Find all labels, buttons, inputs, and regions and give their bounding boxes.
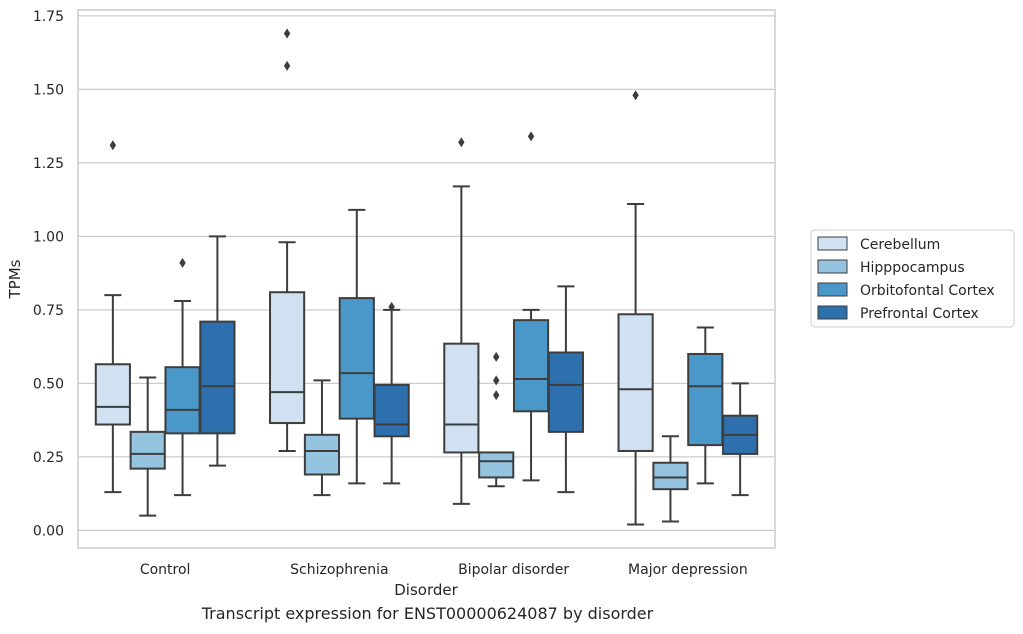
y-tick-label: 0.50 — [33, 376, 64, 392]
y-tick-label: 1.75 — [33, 9, 64, 25]
box-iqr — [94, 363, 131, 426]
box-series — [94, 28, 759, 526]
box-cerebellum-0 — [94, 140, 131, 494]
legend-label: Cerebellum — [860, 237, 940, 253]
legend-frame — [810, 229, 1015, 328]
outlier-point — [493, 390, 500, 401]
box-iqr — [164, 366, 201, 435]
x-axis-ticks: Control Schizophrenia Bipolar disorder Majo… — [140, 562, 748, 578]
y-axis-label: TPMs — [6, 259, 24, 299]
x-tick-label: Bipolar disorder — [458, 562, 569, 578]
box-iqr — [687, 352, 724, 447]
box-iqr — [129, 430, 166, 470]
box-orbitofontal-cortex-0 — [164, 257, 201, 497]
outlier-point — [632, 90, 639, 101]
legend-swatch — [817, 259, 848, 274]
plot-frame — [77, 9, 776, 549]
box-plot-chart: 0.00 0.25 0.50 0.75 1.00 1.25 1.50 1.75 Control… — [6, 9, 1015, 599]
outlier-point — [283, 60, 291, 71]
box-prefrontal-cortex-1 — [373, 301, 410, 485]
outlier-point — [527, 131, 535, 142]
legend: Cerebellum Hipppocampus Orbitofontal Corte… — [810, 229, 1015, 328]
box-iqr — [303, 433, 341, 476]
x-tick-label: Schizophrenia — [290, 562, 388, 578]
x-tick-label: Major depression — [628, 562, 748, 578]
box-hipppocampus-3 — [652, 435, 689, 523]
outlier-point — [179, 257, 186, 268]
box-prefrontal-cortex-2 — [547, 285, 584, 494]
box-hipppocampus-2 — [478, 351, 515, 488]
box-iqr — [478, 451, 515, 479]
box-hipppocampus-0 — [129, 376, 166, 517]
outlier-point — [493, 351, 500, 362]
y-tick-label: 0.00 — [33, 523, 64, 539]
y-axis-ticks: 0.00 0.25 0.50 0.75 1.00 1.25 1.50 1.75 — [33, 9, 64, 539]
y-tick-label: 1.25 — [33, 156, 64, 172]
outlier-point — [458, 137, 465, 148]
box-iqr — [652, 461, 689, 491]
box-prefrontal-cortex-3 — [722, 382, 759, 497]
y-tick-label: 1.50 — [33, 82, 64, 98]
x-axis-label: Disorder — [394, 581, 458, 599]
legend-label: Orbitofontal Cortex — [860, 283, 995, 299]
box-orbitofontal-cortex-3 — [687, 326, 724, 485]
y-tick-label: 1.00 — [33, 229, 64, 245]
box-iqr — [199, 320, 236, 435]
box-hipppocampus-1 — [303, 379, 341, 497]
legend-swatch — [817, 236, 848, 251]
box-cerebellum-3 — [617, 90, 654, 526]
box-orbitofontal-cortex-1 — [338, 208, 375, 485]
box-iqr — [547, 351, 584, 433]
y-tick-label: 0.25 — [33, 450, 64, 466]
outlier-point — [388, 301, 395, 312]
outlier-point — [283, 28, 291, 39]
box-iqr — [443, 342, 480, 454]
outlier-point — [109, 140, 117, 151]
box-iqr — [373, 383, 410, 438]
box-iqr — [617, 313, 654, 452]
box-cerebellum-2 — [443, 137, 480, 505]
box-iqr — [269, 291, 306, 425]
x-tick-label: Control — [140, 562, 191, 578]
box-prefrontal-cortex-0 — [199, 235, 236, 467]
legend-label: Hipppocampus — [860, 260, 965, 276]
legend-label: Prefrontal Cortex — [860, 306, 979, 322]
legend-swatch — [817, 305, 848, 320]
chart-caption: Transcript expression for ENST0000062408… — [201, 604, 654, 623]
outlier-point — [493, 375, 500, 386]
box-iqr — [338, 297, 375, 420]
y-tick-label: 0.75 — [33, 303, 64, 319]
box-orbitofontal-cortex-2 — [512, 131, 550, 482]
box-cerebellum-1 — [269, 28, 306, 452]
legend-swatch — [817, 282, 848, 297]
box-iqr — [512, 319, 550, 413]
